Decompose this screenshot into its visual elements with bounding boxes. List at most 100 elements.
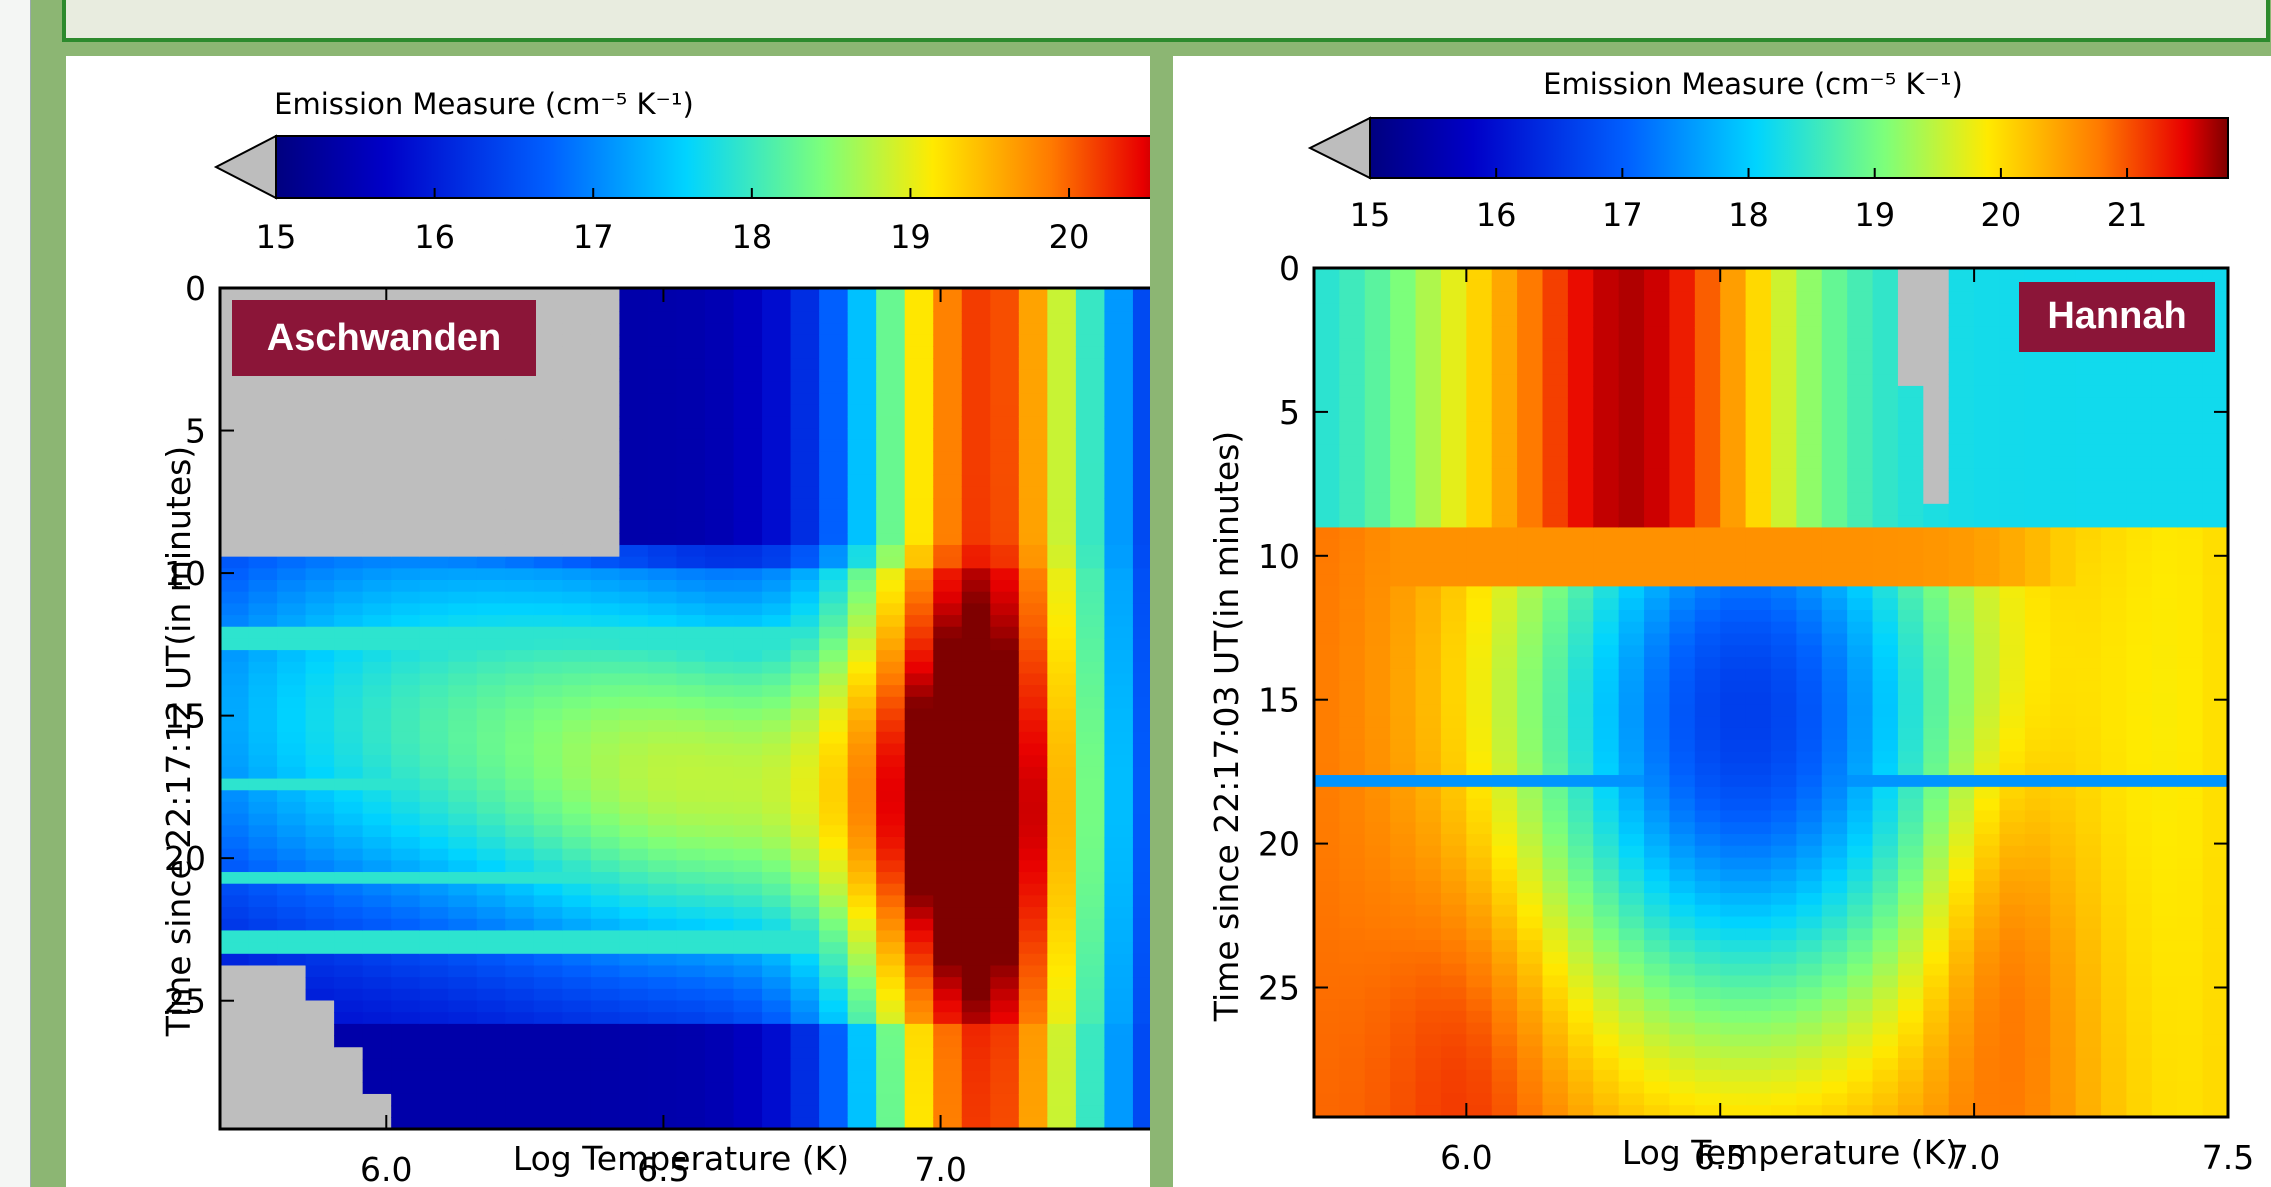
heatmap-cell — [990, 358, 1020, 371]
heatmap-cell — [904, 1035, 934, 1048]
heatmap-cell — [1491, 1022, 1518, 1036]
heatmap-cell — [448, 580, 478, 593]
heatmap-cell — [2050, 1034, 2077, 1047]
heatmap-cell — [448, 393, 478, 406]
heatmap-cell — [1618, 692, 1645, 705]
heatmap-cell — [1339, 657, 1366, 670]
heatmap-cell — [647, 685, 678, 698]
heatmap-cell — [1771, 362, 1797, 375]
heatmap-cell — [647, 1082, 678, 1095]
heatmap-cell — [1542, 951, 1569, 965]
heatmap-cell — [1440, 1022, 1467, 1036]
heatmap-cell — [676, 895, 706, 908]
heatmap-cell — [391, 1023, 421, 1037]
heatmap-cell — [762, 883, 792, 896]
heatmap-cell — [790, 474, 820, 488]
heatmap-cell — [762, 673, 792, 686]
heatmap-cell — [961, 872, 991, 885]
heatmap-cell — [1897, 1022, 1924, 1036]
heatmap-cell — [1796, 539, 1823, 552]
heatmap-cell — [590, 883, 621, 896]
heatmap-cell — [505, 533, 535, 546]
heatmap-cell — [819, 346, 849, 359]
heatmap-cell — [220, 720, 250, 733]
heatmap-cell — [1796, 1058, 1823, 1071]
heatmap-cell — [391, 650, 421, 663]
heatmap-cell — [1872, 385, 1899, 399]
heatmap-cell — [762, 463, 792, 476]
heatmap-cell — [2024, 822, 2051, 835]
heatmap-cell — [277, 755, 307, 768]
heatmap-cell — [1644, 350, 1671, 363]
heatmap-cell — [1440, 492, 1467, 505]
heatmap-cell — [1567, 928, 1594, 941]
heatmap-cell — [876, 1035, 906, 1048]
heatmap-cell — [590, 848, 621, 861]
heatmap-cell — [933, 801, 963, 815]
heatmap-cell — [1047, 883, 1077, 896]
heatmap-cell — [876, 439, 906, 453]
heatmap-cell — [1593, 786, 1620, 800]
heatmap-cell — [391, 1093, 421, 1107]
heatmap-cell — [419, 1035, 449, 1048]
heatmap-cell — [1542, 1022, 1569, 1036]
heatmap-cell — [1720, 892, 1747, 906]
heatmap-cell — [961, 439, 991, 453]
heatmap-cell — [562, 463, 592, 476]
heatmap-cell — [2075, 539, 2102, 552]
heatmap-cell — [933, 696, 963, 710]
heatmap-cell — [277, 942, 307, 955]
heatmap-cell — [1542, 444, 1569, 458]
heatmap-cell — [1390, 786, 1417, 800]
heatmap-cell — [1018, 883, 1048, 896]
heatmap-cell — [590, 533, 621, 546]
heatmap-cell — [1542, 1058, 1569, 1071]
heatmap-cell — [2024, 727, 2051, 741]
heatmap-cell — [533, 533, 563, 546]
heatmap-cell — [1491, 987, 1518, 1000]
heatmap-cell — [1923, 822, 1950, 835]
heatmap-cell — [904, 895, 934, 908]
heatmap-cell — [1047, 1117, 1077, 1130]
heatmap-cell — [1796, 551, 1823, 564]
heatmap-cell — [1018, 346, 1048, 359]
heatmap-cell — [220, 708, 250, 721]
heatmap-cell — [590, 486, 621, 499]
heatmap-cell — [847, 918, 877, 932]
heatmap-cell — [362, 486, 392, 499]
heatmap-cell — [762, 907, 792, 920]
heatmap-cell — [1771, 1069, 1797, 1083]
heatmap-cell — [2177, 562, 2204, 576]
heatmap-cell — [1694, 881, 1721, 894]
heatmap-cell — [2151, 468, 2178, 481]
heatmap-cell — [2151, 845, 2178, 859]
heatmap-cell — [1132, 848, 1150, 861]
heatmap-cell — [1018, 439, 1048, 453]
heatmap-cell — [1390, 515, 1417, 529]
heatmap-cell — [1491, 928, 1518, 941]
heatmap-cell — [1745, 350, 1772, 363]
heatmap-cell — [1542, 963, 1569, 977]
x-axis-label: Log Temperature (K) — [513, 1139, 849, 1178]
heatmap-cell — [1567, 480, 1594, 493]
heatmap-cell — [391, 930, 421, 943]
heatmap-cell — [1491, 468, 1518, 481]
heatmap-cell — [1872, 928, 1899, 941]
heatmap-cell — [2177, 374, 2204, 387]
heatmap-cell — [562, 872, 592, 885]
heatmap-cell — [1466, 1046, 1493, 1059]
heatmap-cell — [2151, 1058, 2178, 1071]
heatmap-cell — [2075, 609, 2102, 623]
heatmap-cell — [334, 1093, 364, 1107]
heatmap-cell — [1132, 1035, 1150, 1048]
heatmap-cell — [847, 533, 877, 546]
heatmap-cell — [1974, 338, 2001, 352]
heatmap-cell — [334, 580, 364, 593]
heatmap-cell — [904, 533, 934, 546]
heatmap-cell — [819, 743, 849, 756]
heatmap-cell — [1771, 1058, 1797, 1071]
heatmap-cell — [1440, 727, 1467, 741]
heatmap-cell — [391, 521, 421, 534]
heatmap-cell — [1847, 468, 1874, 481]
heatmap-cell — [1999, 881, 2026, 894]
